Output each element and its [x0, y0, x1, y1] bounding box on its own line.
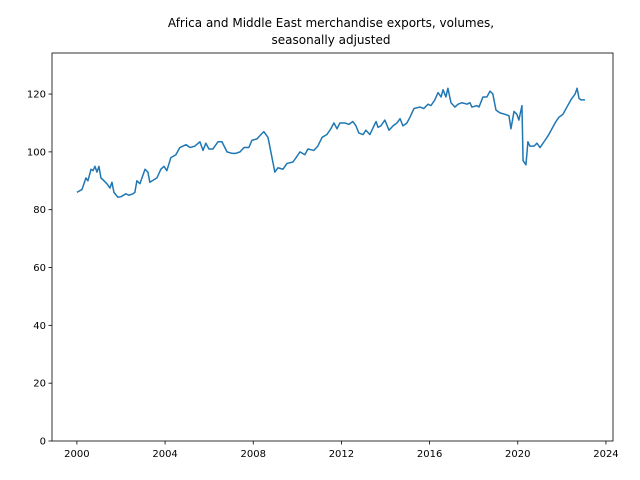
x-tick-label: 2012 [329, 449, 354, 460]
x-tick-label: 2004 [152, 449, 177, 460]
chart-title: Africa and Middle East merchandise expor… [168, 16, 494, 30]
x-tick-label: 2008 [241, 449, 266, 460]
y-tick-label: 0 [40, 437, 46, 448]
x-tick-label: 2020 [505, 449, 530, 460]
data-line [76, 87, 586, 199]
x-tick-label: 2016 [417, 449, 442, 460]
y-tick-label: 40 [33, 321, 46, 332]
y-tick-label: 20 [33, 379, 46, 390]
chart-title: seasonally adjusted [272, 33, 391, 47]
x-tick-label: 2024 [593, 449, 618, 460]
plot-frame [51, 52, 614, 442]
y-tick-label: 100 [27, 147, 46, 158]
y-tick-label: 60 [33, 263, 46, 274]
y-tick-label: 80 [33, 205, 46, 216]
x-tick-label: 2000 [64, 449, 89, 460]
y-tick-label: 120 [27, 90, 46, 101]
